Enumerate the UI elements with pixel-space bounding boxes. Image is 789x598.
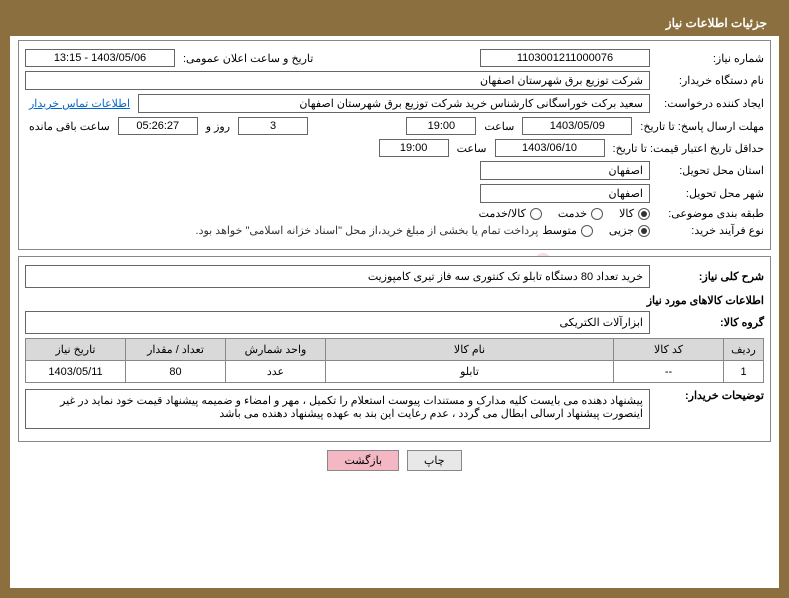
goods-group-value: ابزارآلات الکتریکی <box>25 311 650 334</box>
panel-header: جزئیات اطلاعات نیاز <box>10 10 779 36</box>
province-label: استان محل تحویل: <box>654 164 764 177</box>
price-validity-label: حداقل تاریخ اعتبار قیمت: تا تاریخ: <box>609 142 764 155</box>
city-value: اصفهان <box>480 184 650 203</box>
requester-value: سعید برکت خوراسگانی کارشناس خرید شرکت تو… <box>138 94 650 113</box>
process-label: نوع فرآیند خرید: <box>654 224 764 237</box>
days-value: 3 <box>238 117 308 135</box>
reply-deadline-label: مهلت ارسال پاسخ: تا تاریخ: <box>636 120 764 133</box>
th-date: تاریخ نیاز <box>26 339 126 361</box>
city-label: شهر محل تحویل: <box>654 187 764 200</box>
radio-circle-icon <box>638 225 650 237</box>
price-time-value: 19:00 <box>379 139 449 157</box>
time-label-1: ساعت <box>480 120 518 133</box>
radio-circle-icon <box>638 208 650 220</box>
announce-label: تاریخ و ساعت اعلان عمومی: <box>179 52 317 65</box>
province-value: اصفهان <box>480 161 650 180</box>
table-header-row: ردیف کد کالا نام کالا واحد شمارش تعداد /… <box>26 339 764 361</box>
remaining-label: ساعت باقی مانده <box>25 120 114 133</box>
radio-circle-icon <box>581 225 593 237</box>
reply-time-value: 19:00 <box>406 117 476 135</box>
desc-label: شرح کلی نیاز: <box>654 270 764 283</box>
cell-unit: عدد <box>226 361 326 383</box>
back-button[interactable]: بازگشت <box>327 450 399 471</box>
countdown-value: 05:26:27 <box>118 117 198 135</box>
category-radio-group: کالا خدمت کالا/خدمت <box>479 207 650 220</box>
goods-info-title: اطلاعات کالاهای مورد نیاز <box>25 294 764 307</box>
th-code: کد کالا <box>614 339 724 361</box>
payment-note: پرداخت تمام یا بخشی از مبلغ خرید،از محل … <box>25 224 538 237</box>
buyer-notes-value: پیشنهاد دهنده می بایست کلیه مدارک و مستن… <box>25 389 650 429</box>
th-row: ردیف <box>724 339 764 361</box>
buyer-org-label: نام دستگاه خریدار: <box>654 74 764 87</box>
table-row: 1 -- تابلو عدد 80 1403/05/11 <box>26 361 764 383</box>
info-panel: شماره نیاز: 1103001211000076 تاریخ و ساع… <box>18 40 771 250</box>
radio-partial[interactable]: جزیی <box>609 224 650 237</box>
buttons-row: چاپ بازگشت <box>18 450 771 471</box>
details-panel: شرح کلی نیاز: خرید تعداد 80 دستگاه تابلو… <box>18 256 771 442</box>
cell-row: 1 <box>724 361 764 383</box>
radio-goods-service[interactable]: کالا/خدمت <box>479 207 542 220</box>
goods-group-label: گروه کالا: <box>654 316 764 329</box>
radio-medium[interactable]: متوسط <box>542 224 593 237</box>
requester-label: ایجاد کننده درخواست: <box>654 97 764 110</box>
desc-value: خرید تعداد 80 دستگاه تابلو تک کنتوری سه … <box>25 265 650 288</box>
items-table: ردیف کد کالا نام کالا واحد شمارش تعداد /… <box>25 338 764 383</box>
buyer-notes-label: توضیحات خریدار: <box>654 389 764 402</box>
cell-date: 1403/05/11 <box>26 361 126 383</box>
panel-title: جزئیات اطلاعات نیاز <box>666 16 767 30</box>
request-no-label: شماره نیاز: <box>654 52 764 65</box>
cell-code: -- <box>614 361 724 383</box>
contact-buyer-link[interactable]: اطلاعات تماس خریدار <box>25 97 134 110</box>
content-area: شماره نیاز: 1103001211000076 تاریخ و ساع… <box>10 36 779 475</box>
th-name: نام کالا <box>326 339 614 361</box>
price-date-value: 1403/06/10 <box>495 139 605 157</box>
radio-goods[interactable]: کالا <box>619 207 650 220</box>
cell-name: تابلو <box>326 361 614 383</box>
radio-circle-icon <box>591 208 603 220</box>
th-qty: تعداد / مقدار <box>126 339 226 361</box>
th-unit: واحد شمارش <box>226 339 326 361</box>
cell-qty: 80 <box>126 361 226 383</box>
reply-date-value: 1403/05/09 <box>522 117 632 135</box>
category-label: طبقه بندی موضوعی: <box>654 207 764 220</box>
radio-circle-icon <box>530 208 542 220</box>
days-and-label: روز و <box>202 120 234 133</box>
print-button[interactable]: چاپ <box>407 450 462 471</box>
announce-value: 1403/05/06 - 13:15 <box>25 49 175 67</box>
request-no-value: 1103001211000076 <box>480 49 650 67</box>
buyer-org-value: شرکت توزیع برق شهرستان اصفهان <box>25 71 650 90</box>
process-radio-group: جزیی متوسط <box>542 224 650 237</box>
time-label-2: ساعت <box>453 142 491 155</box>
radio-service[interactable]: خدمت <box>558 207 603 220</box>
